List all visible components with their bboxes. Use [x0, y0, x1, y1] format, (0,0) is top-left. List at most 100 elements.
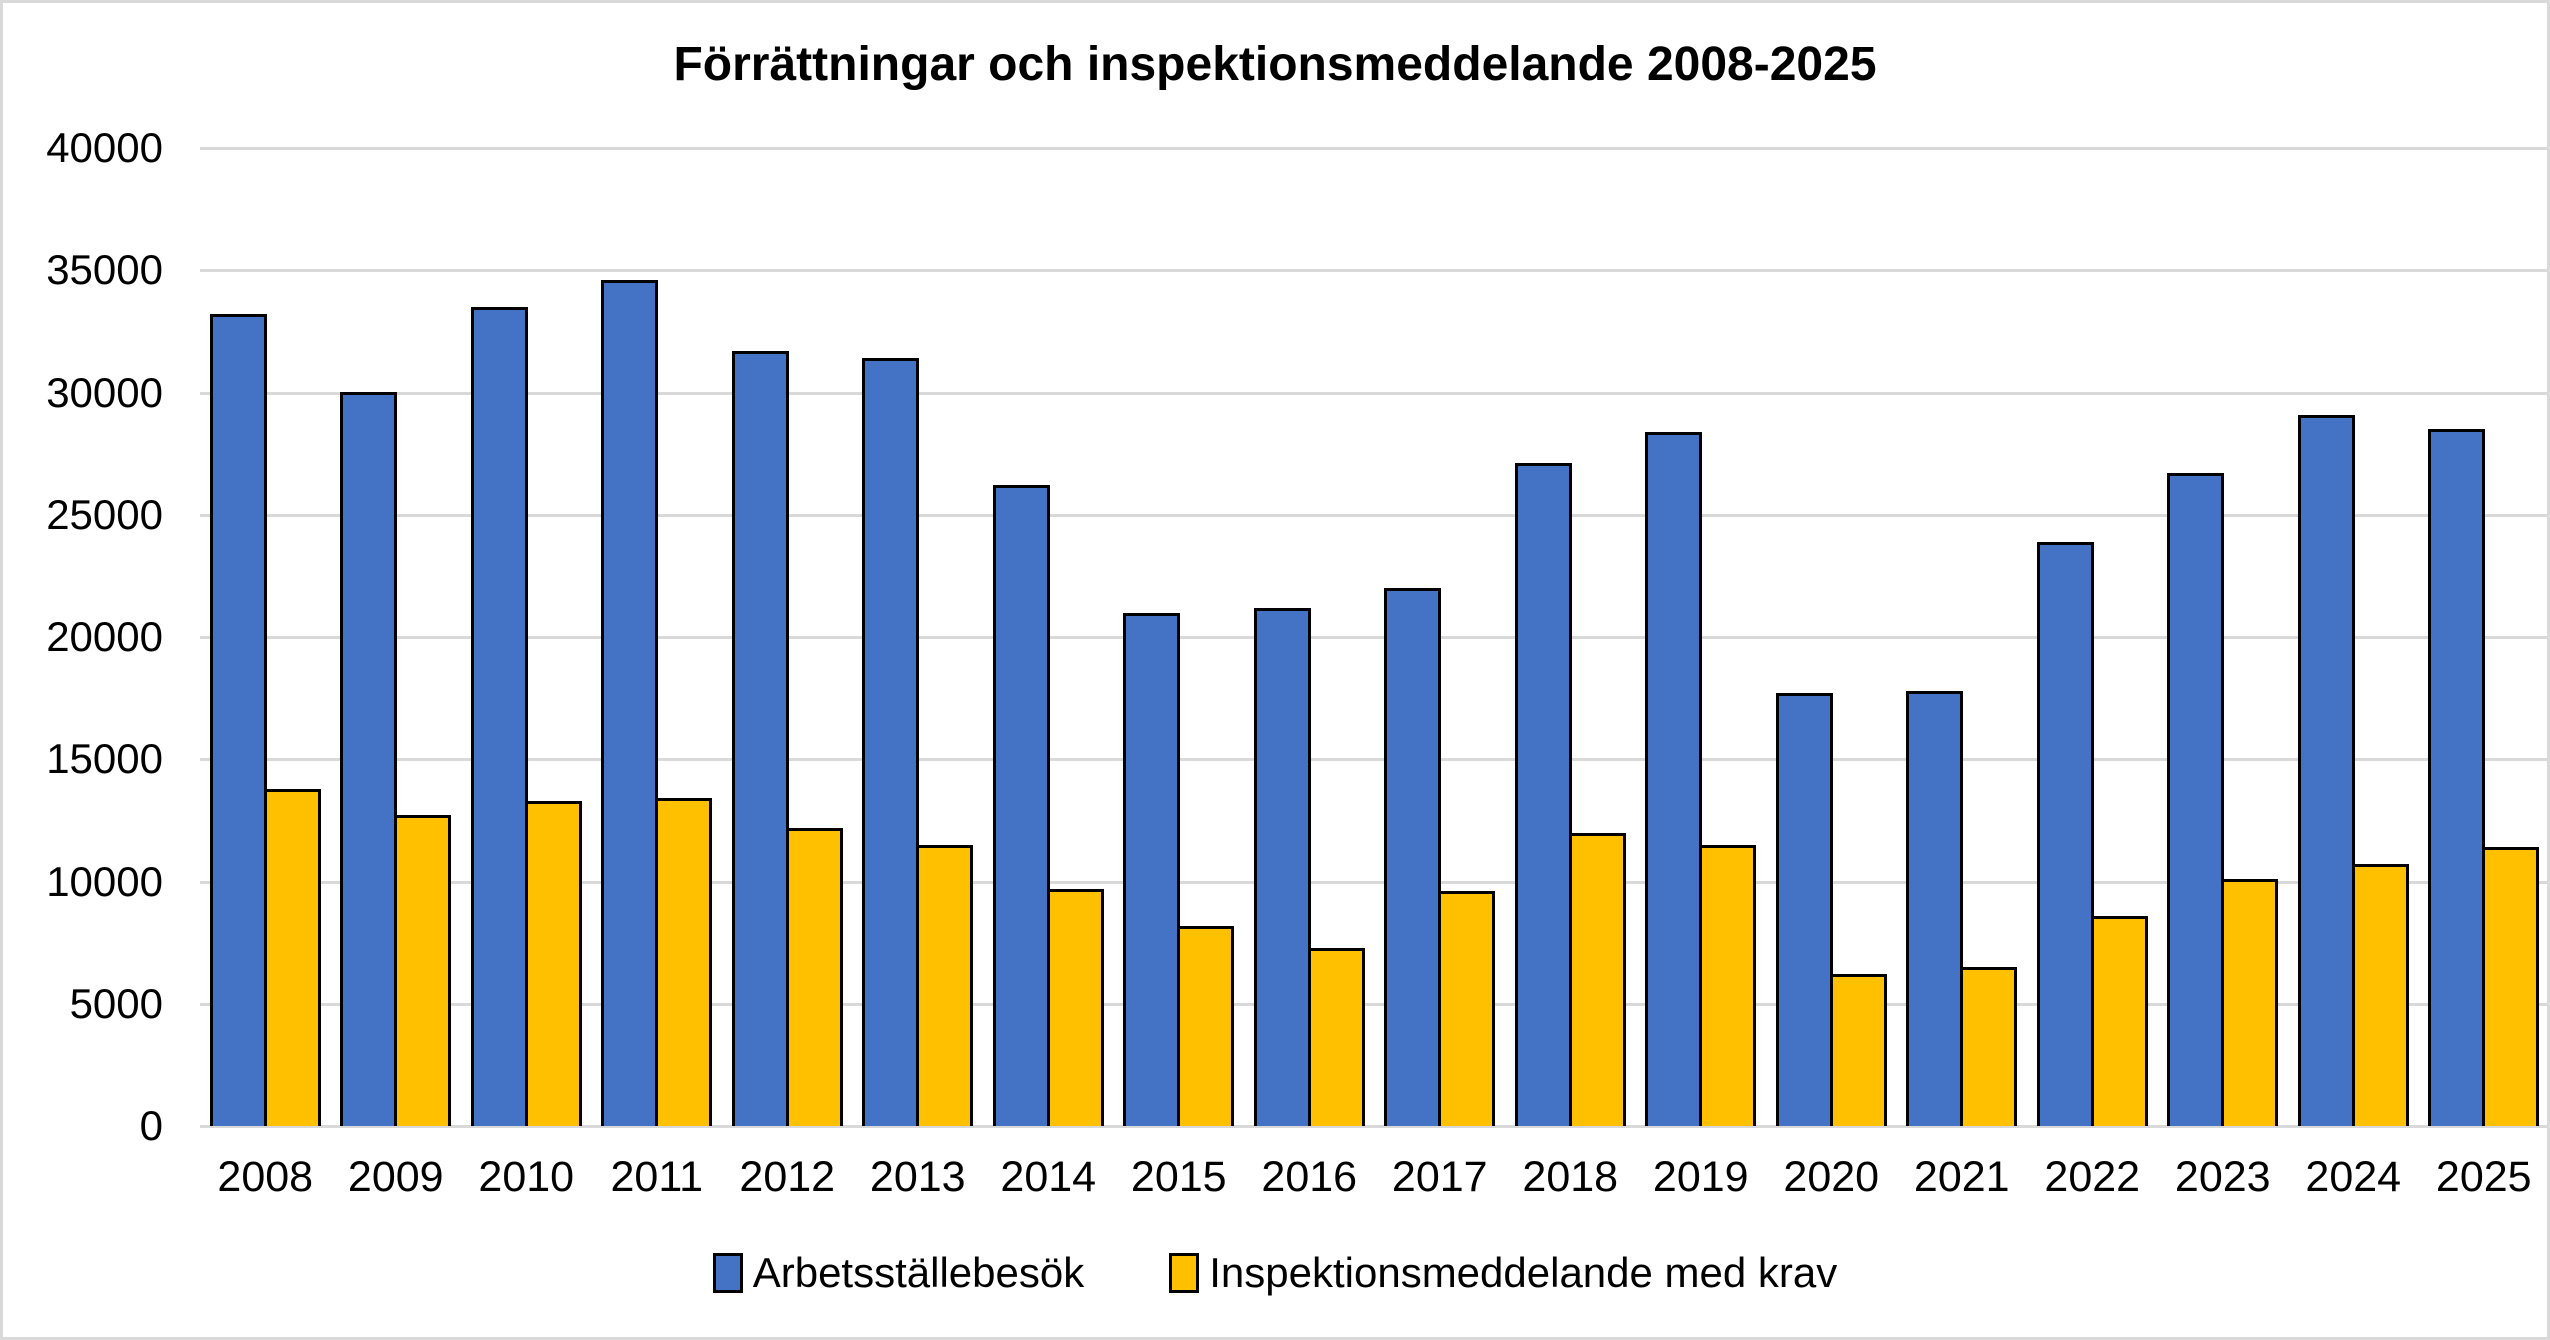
legend-item-arbetsstallebesok: Arbetsställebesök [712, 1249, 1085, 1297]
y-tick-label-10000: 10000 [46, 858, 163, 905]
bar-group-2010 [461, 148, 592, 1126]
y-tick-label-40000: 40000 [46, 124, 163, 171]
legend-label-arbetsstallebesok: Arbetsställebesök [752, 1249, 1085, 1296]
plot-area [200, 147, 2548, 1128]
bar-group-2013 [853, 148, 984, 1126]
legend-swatch-inspektionsmeddelande [1169, 1253, 1200, 1293]
bar-arbetsstallebesok-2013 [862, 358, 920, 1126]
bar-arbetsstallebesok-2024 [2297, 415, 2355, 1126]
bar-arbetsstallebesok-2025 [2428, 429, 2486, 1126]
gridline-40000 [200, 147, 2547, 150]
x-tick-label-2019: 2019 [1652, 1153, 1749, 1201]
y-axis-labels: 0 5000 10000 15000 20000 25000 30000 35000 40000 [3, 124, 163, 1149]
bar-arbetsstallebesok-2011 [601, 280, 659, 1126]
bar-group-2015 [1114, 148, 1245, 1126]
bar-inspektionsmeddelande-med-krav-2014 [1046, 889, 1104, 1126]
y-tick-label-0: 0 [139, 1102, 163, 1149]
bar-inspektionsmeddelande-med-krav-2022 [2090, 916, 2148, 1126]
x-tick-label-2020: 2020 [1783, 1153, 1880, 1201]
bar-group-2009 [331, 148, 462, 1126]
bar-arbetsstallebesok-2022 [2036, 542, 2094, 1126]
bar-group-2017 [1375, 148, 1506, 1126]
x-tick-label-2023: 2023 [2174, 1153, 2271, 1201]
x-tick-label-2025: 2025 [2435, 1153, 2532, 1201]
bar-inspektionsmeddelande-med-krav-2023 [2221, 879, 2279, 1126]
bar-arbetsstallebesok-2015 [1123, 613, 1181, 1126]
x-tick-label-2008: 2008 [217, 1153, 314, 1201]
x-tick-label-2018: 2018 [1522, 1153, 1619, 1201]
bar-group-2019 [1636, 148, 1767, 1126]
y-tick-label-25000: 25000 [46, 491, 163, 538]
bar-group-2016 [1244, 148, 1375, 1126]
x-tick-label-2012: 2012 [739, 1153, 836, 1201]
bar-group-2025 [2419, 148, 2548, 1126]
bar-group-2020 [1766, 148, 1897, 1126]
bar-inspektionsmeddelande-med-krav-2013 [916, 845, 974, 1126]
gridline-5000 [200, 1003, 2547, 1006]
bar-inspektionsmeddelande-med-krav-2010 [524, 801, 582, 1126]
gridline-30000 [200, 392, 2547, 395]
gridline-25000 [200, 514, 2547, 517]
bar-inspektionsmeddelande-med-krav-2019 [1699, 845, 1757, 1126]
gridline-20000 [200, 636, 2547, 639]
x-tick-label-2011: 2011 [610, 1153, 703, 1201]
bar-inspektionsmeddelande-med-krav-2015 [1177, 926, 1235, 1126]
legend-swatch-arbetsstallebesok [712, 1253, 743, 1293]
bar-inspektionsmeddelande-med-krav-2016 [1307, 948, 1365, 1126]
legend: Arbetsställebesök Inspektionsmeddelande … [3, 1249, 2547, 1297]
x-tick-label-2009: 2009 [347, 1153, 444, 1201]
x-tick-label-2014: 2014 [1000, 1153, 1097, 1201]
y-tick-label-5000: 5000 [69, 980, 163, 1027]
bar-arbetsstallebesok-2010 [470, 307, 528, 1126]
bar-inspektionsmeddelande-med-krav-2008 [263, 789, 321, 1126]
bar-inspektionsmeddelande-med-krav-2020 [1829, 974, 1887, 1126]
bar-arbetsstallebesok-2014 [992, 485, 1050, 1126]
bar-arbetsstallebesok-2016 [1253, 608, 1311, 1126]
legend-label-inspektionsmeddelande: Inspektionsmeddelande med krav [1209, 1249, 1838, 1296]
gridline-15000 [200, 758, 2547, 761]
x-tick-label-2017: 2017 [1391, 1153, 1488, 1201]
x-axis-labels: 2008 2009 2010 2011 2012 2013 2014 2015 2016 2017… [200, 1153, 2547, 1201]
bar-arbetsstallebesok-2018 [1514, 463, 1572, 1126]
bar-group-2008 [200, 148, 331, 1126]
bar-group-2021 [1897, 148, 2028, 1126]
bar-arbetsstallebesok-2020 [1775, 693, 1833, 1126]
x-tick-label-2016: 2016 [1261, 1153, 1358, 1201]
x-tick-label-2024: 2024 [2305, 1153, 2402, 1201]
bar-inspektionsmeddelande-med-krav-2012 [785, 828, 843, 1126]
bar-inspektionsmeddelande-med-krav-2017 [1438, 891, 1496, 1126]
y-tick-label-20000: 20000 [46, 613, 163, 660]
x-tick-label-2022: 2022 [2044, 1153, 2141, 1201]
bar-inspektionsmeddelande-med-krav-2018 [1568, 833, 1626, 1126]
legend-item-inspektionsmeddelande: Inspektionsmeddelande med krav [1169, 1249, 1837, 1297]
bar-inspektionsmeddelande-med-krav-2011 [655, 798, 713, 1126]
x-tick-label-2013: 2013 [869, 1153, 966, 1201]
bar-arbetsstallebesok-2009 [340, 392, 398, 1126]
bar-inspektionsmeddelande-med-krav-2021 [1960, 967, 2018, 1126]
bar-arbetsstallebesok-2019 [1645, 432, 1703, 1126]
y-tick-label-15000: 15000 [46, 735, 163, 782]
x-tick-label-2015: 2015 [1130, 1153, 1227, 1201]
y-tick-label-30000: 30000 [46, 369, 163, 416]
bar-inspektionsmeddelande-med-krav-2024 [2351, 864, 2409, 1126]
bar-arbetsstallebesok-2023 [2167, 473, 2225, 1126]
gridline-0 [200, 1125, 2547, 1128]
bar-arbetsstallebesok-2012 [731, 351, 789, 1126]
bar-groups [200, 148, 2548, 1126]
bar-arbetsstallebesok-2021 [1906, 691, 1964, 1126]
bar-group-2023 [2158, 148, 2289, 1126]
bar-group-2014 [983, 148, 1114, 1126]
bar-group-2024 [2288, 148, 2419, 1126]
bar-inspektionsmeddelande-med-krav-2025 [2482, 847, 2540, 1126]
y-tick-label-35000: 35000 [46, 246, 163, 293]
gridline-10000 [200, 881, 2547, 884]
bar-group-2018 [1505, 148, 1636, 1126]
bar-arbetsstallebesok-2008 [209, 314, 267, 1126]
x-tick-label-2021: 2021 [1913, 1153, 2010, 1201]
bar-group-2012 [722, 148, 853, 1126]
gridline-35000 [200, 269, 2547, 272]
bar-group-2011 [592, 148, 723, 1126]
bar-group-2022 [2027, 148, 2158, 1126]
x-tick-label-2010: 2010 [478, 1153, 575, 1201]
